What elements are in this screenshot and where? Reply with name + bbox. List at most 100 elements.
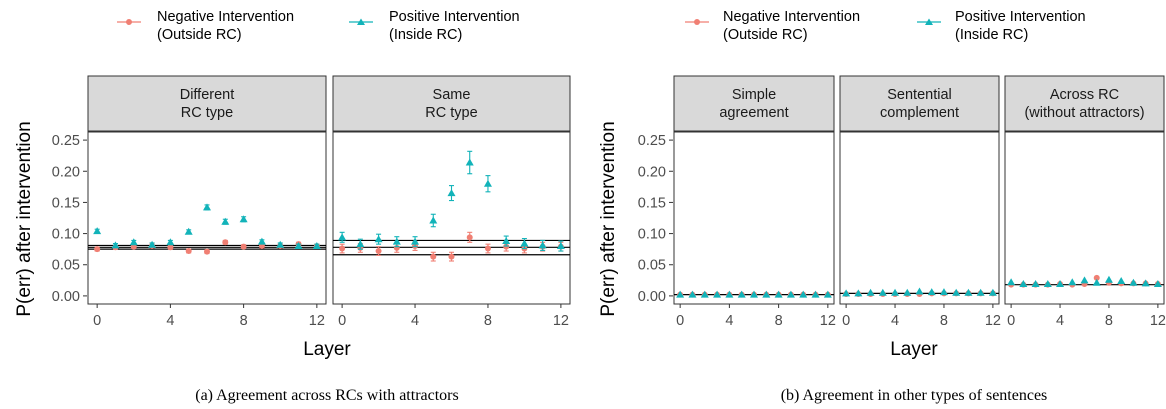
point-positive	[915, 287, 924, 295]
xtick-label: 4	[891, 313, 899, 329]
point-positive	[952, 288, 961, 296]
point-positive	[976, 288, 985, 296]
ylabel-b: P(err) after intervention	[598, 121, 619, 316]
ylabel-a: P(err) after intervention	[14, 121, 35, 316]
point-positive	[465, 158, 474, 166]
xlabel-a: Layer	[303, 339, 351, 360]
point-positive	[203, 203, 211, 211]
xtick-label: 0	[338, 313, 346, 329]
point-positive	[811, 290, 820, 298]
facet-strip	[673, 75, 835, 132]
point-positive	[750, 290, 758, 298]
facet-b-3: Across RC (without attractors) 0 4 8 12	[1004, 75, 1166, 329]
point-positive	[166, 238, 175, 246]
xlabel-b: Layer	[890, 339, 938, 360]
point-positive	[964, 288, 973, 296]
point-positive	[1080, 276, 1089, 284]
facet-a-2: Same RC type 0 4 8 12	[332, 75, 571, 329]
point-positive	[688, 290, 697, 298]
ytick-label: 0.20	[52, 164, 80, 180]
point-positive	[823, 290, 832, 298]
ytick-label: 0.25	[638, 133, 666, 149]
legend-a-positive-line2: (Inside RC)	[389, 27, 462, 43]
point-negative	[484, 245, 491, 252]
xtick-label: 8	[484, 313, 492, 329]
xtick-label: 12	[820, 313, 836, 329]
point-positive	[520, 239, 529, 247]
legend-b-negative-line1: Negative Intervention	[723, 9, 860, 25]
caption-a: (a) Agreement across RCs with attractors	[195, 387, 458, 404]
ytick-label: 0.25	[52, 133, 80, 149]
point-negative	[430, 253, 437, 260]
chart-b: 0.00 0.05 0.10 0.15 0.20 0.25 Simple agreement 0…	[638, 75, 1166, 329]
point-positive	[276, 240, 285, 248]
point-positive	[374, 235, 383, 243]
facet-title: Sentential	[887, 87, 952, 103]
xtick-label: 8	[240, 313, 248, 329]
xtick-label: 0	[1007, 313, 1015, 329]
panel-border	[1004, 131, 1165, 305]
point-negative	[94, 246, 101, 253]
point-positive	[1068, 278, 1077, 286]
point-positive	[878, 288, 887, 296]
point-positive	[1153, 280, 1162, 288]
facet-b-2: Sentential complement 0 4 8 12	[839, 75, 1001, 329]
chart-a: 0.00 0.05 0.10 0.15 0.20 0.25 Different RC type…	[52, 75, 571, 329]
point-positive	[1104, 275, 1113, 283]
point-positive	[148, 240, 157, 248]
facet-title: agreement	[719, 105, 788, 121]
point-positive	[239, 215, 248, 223]
panel-border	[673, 131, 835, 305]
ytick-label: 0.05	[638, 258, 666, 274]
facet-title: RC type	[425, 105, 477, 121]
point-negative	[448, 253, 455, 260]
point-positive	[842, 289, 851, 297]
panel-border	[839, 131, 1000, 305]
point-positive	[257, 237, 266, 245]
point-positive	[338, 233, 347, 241]
facet-title: Across RC	[1050, 87, 1119, 103]
point-positive	[538, 241, 547, 249]
legend-a: Negative Intervention (Outside RC) Posit…	[117, 9, 520, 43]
point-positive	[1031, 280, 1040, 288]
facet-strip	[839, 75, 1000, 132]
point-positive	[786, 290, 795, 298]
point-positive	[927, 288, 936, 296]
point-positive	[939, 288, 948, 296]
xtick-label: 0	[676, 313, 684, 329]
legend-a-negative-line2: (Outside RC)	[157, 27, 242, 43]
point-positive	[1043, 280, 1052, 288]
facet-title: Simple	[732, 87, 776, 103]
xtick-label: 0	[93, 313, 101, 329]
facet-title: Different	[180, 87, 235, 103]
point-positive	[854, 289, 863, 297]
point-negative	[240, 243, 247, 250]
point-positive	[903, 288, 912, 296]
point-positive	[1019, 280, 1028, 288]
point-negative	[339, 245, 346, 252]
facet-title: RC type	[181, 105, 233, 121]
legend-b-negative-line2: (Outside RC)	[723, 27, 808, 43]
point-negative	[375, 248, 382, 255]
point-positive	[483, 179, 492, 187]
point-positive	[111, 241, 120, 249]
point-positive	[294, 242, 303, 250]
point-positive	[1129, 278, 1138, 286]
point-negative	[185, 248, 192, 255]
xtick-label: 4	[166, 313, 174, 329]
point-positive	[447, 189, 456, 197]
point-positive	[762, 290, 771, 298]
point-positive	[774, 290, 783, 298]
legend-b-positive-line2: (Inside RC)	[955, 27, 1028, 43]
point-negative	[1093, 274, 1100, 281]
point-positive	[392, 237, 401, 245]
point-positive	[129, 238, 138, 246]
point-positive	[411, 237, 420, 245]
point-negative	[204, 248, 210, 255]
ytick-label: 0.20	[638, 164, 666, 180]
xtick-label: 8	[1105, 313, 1113, 329]
xtick-label: 12	[553, 313, 569, 329]
point-positive	[1056, 280, 1065, 288]
xtick-label: 0	[842, 313, 850, 329]
